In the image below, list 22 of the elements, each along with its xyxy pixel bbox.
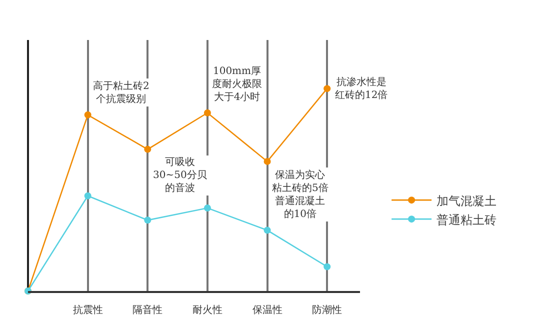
annotation: 100mm厚度耐火极限大于4小时 [212, 66, 262, 103]
point [264, 226, 271, 234]
annotation: 高于粘土砖2个抗震级别 [93, 80, 150, 105]
point [84, 111, 92, 118]
point [204, 109, 211, 116]
point [144, 216, 152, 224]
legend-label: 普通粘土砖 [436, 212, 497, 227]
annotation: 可吸收30~50分贝的音波 [153, 157, 207, 194]
point [324, 85, 331, 92]
annotation: 保温为实心粘土砖的5倍普通混凝土的10倍 [272, 169, 328, 220]
x-tick-label: 隔音性 [132, 304, 163, 316]
x-tick-label: 保温性 [252, 304, 282, 316]
legend-label: 加气混凝土 [436, 194, 497, 208]
point [204, 204, 211, 212]
x-tick-label: 防潮性 [312, 304, 342, 316]
point [264, 158, 271, 165]
point [84, 192, 92, 200]
point [144, 146, 152, 153]
x-tick-label: 抗震性 [72, 304, 103, 316]
point [324, 263, 331, 270]
x-tick-label: 耐火性 [192, 304, 222, 316]
annotation: 抗渗水性是红砖的12倍 [335, 76, 388, 101]
